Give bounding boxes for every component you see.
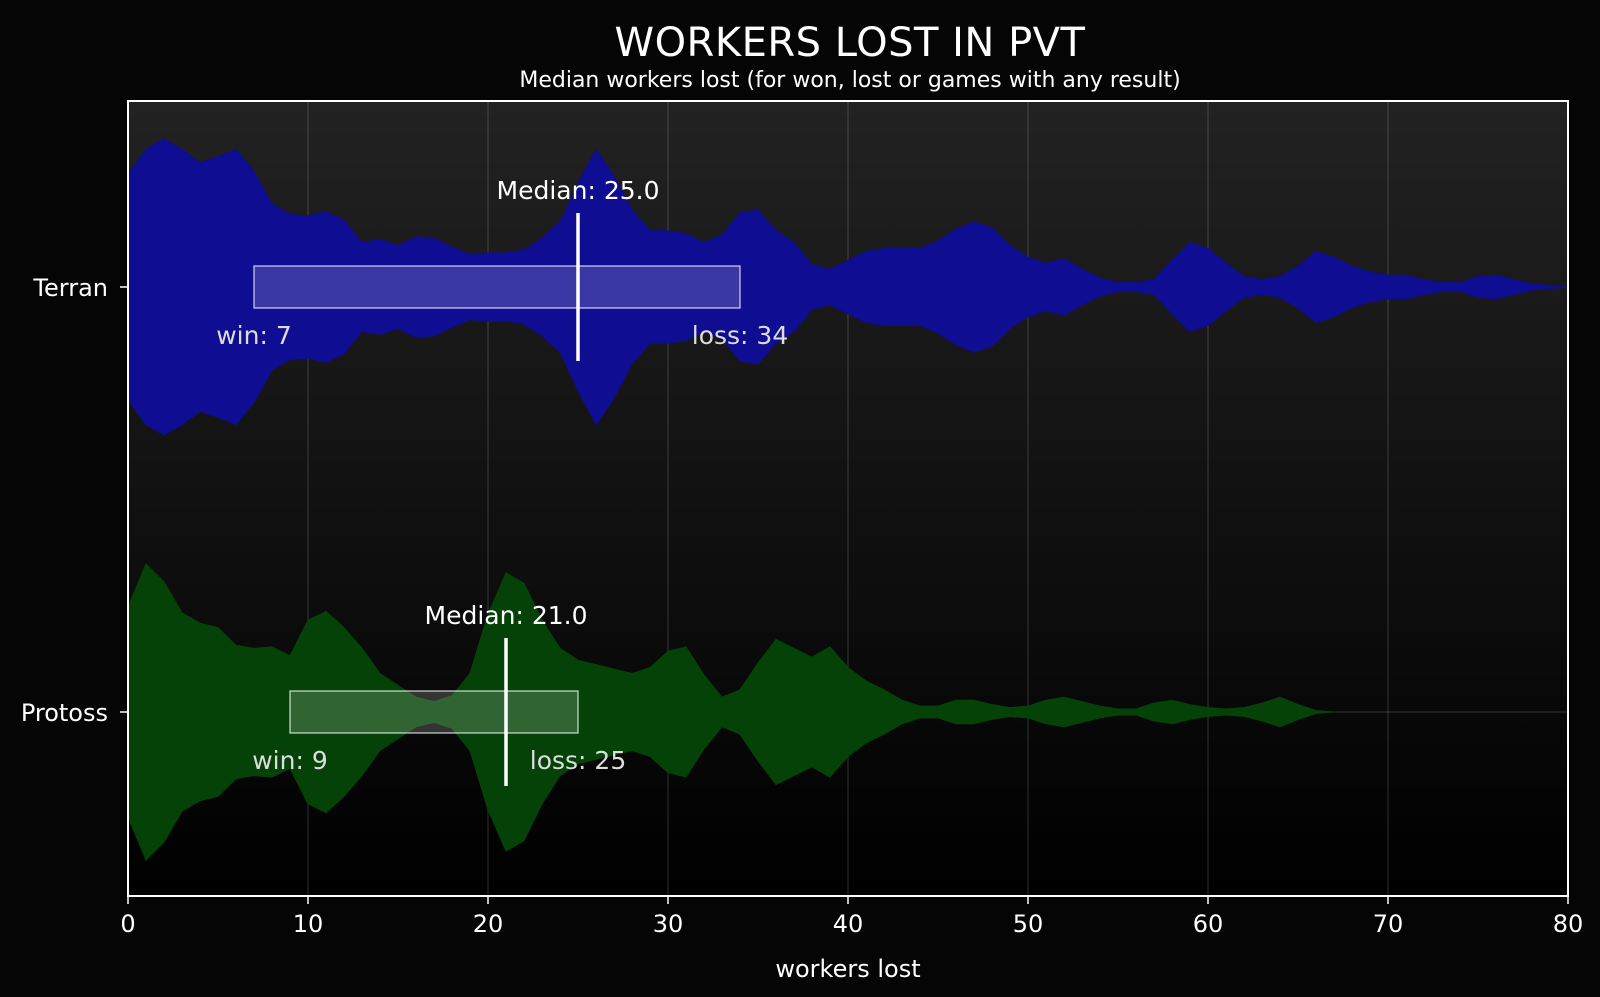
x-tick-label: 10	[293, 910, 324, 938]
x-tick-label: 60	[1193, 910, 1224, 938]
x-axis-label: workers lost	[775, 955, 920, 983]
chart-subtitle: Median workers lost (for won, lost or ga…	[519, 68, 1181, 93]
median-label-terran: Median: 25.0	[497, 176, 660, 205]
x-tick-label: 80	[1553, 910, 1584, 938]
x-tick-label: 0	[120, 910, 135, 938]
x-tick-label: 20	[473, 910, 504, 938]
axes: 0 10 20 30 40 50 60 70 80 Terran Protoss	[21, 274, 1583, 938]
y-tick-label-protoss: Protoss	[21, 699, 108, 727]
violin-shapes	[127, 138, 1569, 861]
x-tick-label: 70	[1373, 910, 1404, 938]
loss-label-terran: loss: 34	[692, 321, 788, 350]
loss-label-protoss: loss: 25	[530, 746, 626, 775]
violin-protoss	[127, 563, 1335, 861]
y-tick-label-terran: Terran	[32, 274, 108, 302]
x-tick-label: 40	[833, 910, 864, 938]
median-label-protoss: Median: 21.0	[425, 601, 588, 630]
win-loss-box-terran	[253, 265, 741, 309]
win-label-terran: win: 7	[216, 321, 292, 350]
violin-overlays: Median: 25.0 win: 7 loss: 34 Median: 21.0 wi…	[216, 176, 788, 786]
x-tick-label: 50	[1013, 910, 1044, 938]
violin-terran	[127, 138, 1569, 436]
chart-title: WORKERS LOST IN PVT	[614, 20, 1086, 66]
x-tick-label: 30	[653, 910, 684, 938]
win-loss-box-protoss	[289, 690, 579, 734]
win-label-protoss: win: 9	[252, 746, 328, 775]
